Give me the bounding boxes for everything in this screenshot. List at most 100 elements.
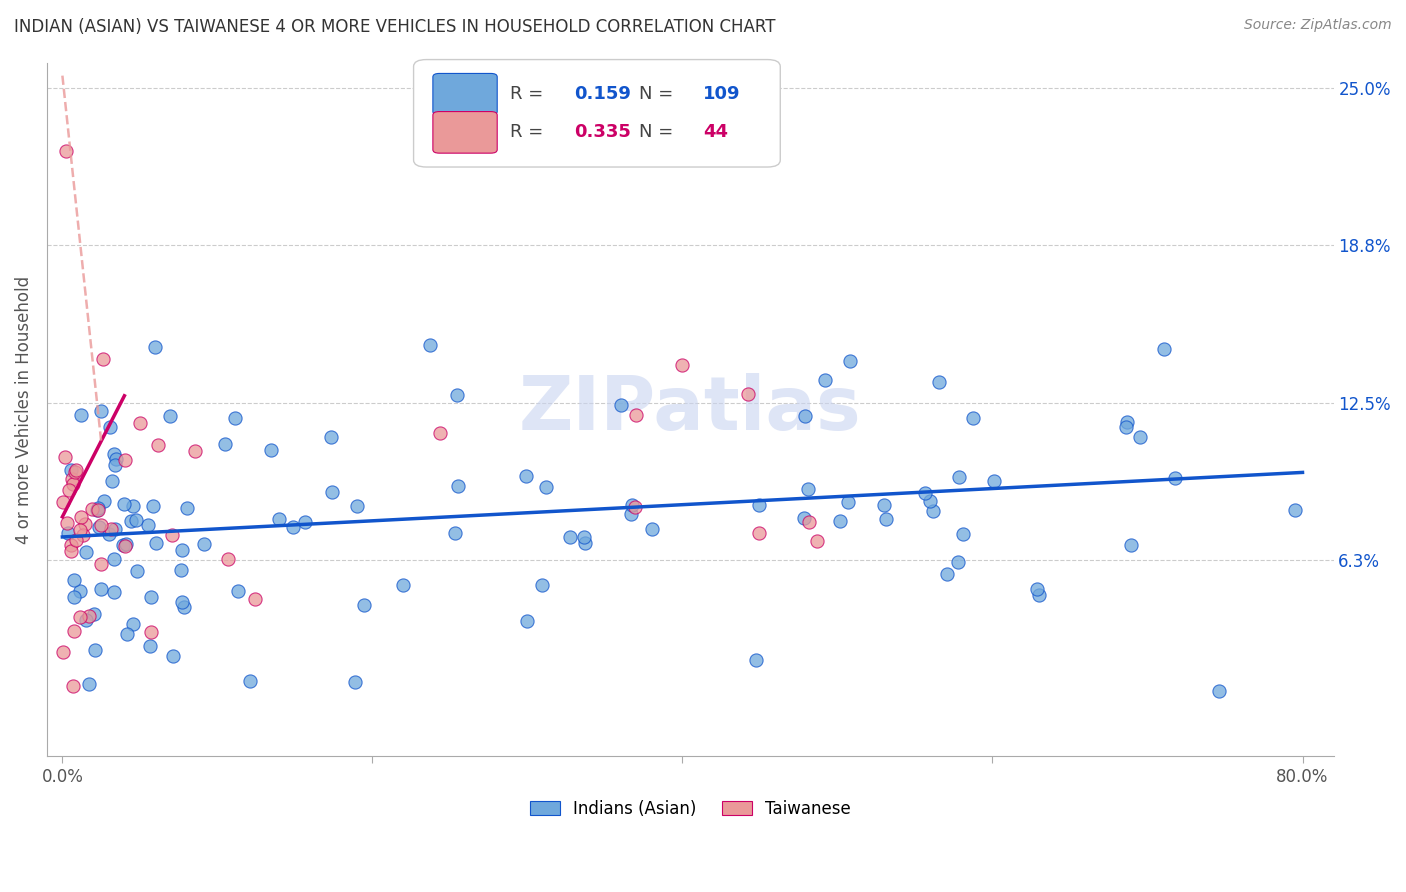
Point [69, 510, 91, 524]
Point [793, 511, 815, 525]
Point [103, 552, 125, 566]
Point [1284, 503, 1306, 517]
Point [60, 463, 83, 477]
Point [90, 403, 112, 417]
Point [748, 498, 770, 512]
Text: 0.335: 0.335 [575, 123, 631, 141]
Point [114, 453, 136, 467]
Text: Source: ZipAtlas.com: Source: ZipAtlas.com [1244, 18, 1392, 32]
Point [142, 500, 165, 514]
Point [112, 537, 135, 551]
Point [419, 337, 441, 351]
Text: ZIPatlas: ZIPatlas [519, 373, 862, 446]
Point [259, 443, 281, 458]
Point [745, 653, 768, 667]
Point [72, 528, 94, 542]
Point [139, 590, 162, 604]
Point [962, 410, 984, 425]
Point [103, 446, 125, 460]
Point [515, 469, 537, 483]
Point [243, 591, 266, 606]
Point [53, 450, 76, 465]
Point [1163, 471, 1185, 485]
Text: N =: N = [638, 123, 679, 141]
Point [624, 500, 647, 515]
Point [83, 607, 105, 621]
Point [920, 494, 942, 508]
Point [914, 486, 936, 500]
Point [228, 584, 250, 599]
Point [80, 502, 103, 516]
Point [103, 585, 125, 599]
Point [346, 499, 368, 513]
FancyBboxPatch shape [413, 60, 780, 167]
Point [90, 582, 112, 596]
Point [873, 499, 896, 513]
Point [83, 642, 105, 657]
Point [87, 500, 110, 515]
Point [1028, 588, 1050, 602]
Text: 109: 109 [703, 86, 741, 103]
Point [97, 527, 120, 541]
Point [136, 517, 159, 532]
Point [184, 444, 207, 458]
Point [145, 536, 167, 550]
Point [1153, 342, 1175, 356]
Point [797, 482, 820, 496]
Point [69, 609, 91, 624]
Point [922, 504, 945, 518]
Text: INDIAN (ASIAN) VS TAIWANESE 4 OR MORE VEHICLES IN HOUSEHOLD CORRELATION CHART: INDIAN (ASIAN) VS TAIWANESE 4 OR MORE VE… [14, 18, 776, 36]
Point [63, 573, 86, 587]
Point [624, 408, 647, 422]
Point [806, 533, 828, 548]
Point [620, 507, 643, 521]
Point [55, 145, 77, 159]
Point [159, 409, 181, 423]
Point [75, 613, 97, 627]
Point [609, 398, 631, 412]
Point [641, 523, 664, 537]
Point [112, 497, 135, 511]
Point [444, 526, 467, 541]
Point [93, 493, 115, 508]
Point [172, 542, 194, 557]
Point [115, 627, 138, 641]
Point [59, 544, 82, 558]
Point [283, 520, 305, 534]
Point [63, 591, 86, 605]
Point [516, 614, 538, 628]
Point [62, 476, 84, 491]
Point [983, 474, 1005, 488]
Point [928, 375, 950, 389]
Point [139, 625, 162, 640]
Point [169, 563, 191, 577]
Point [830, 514, 852, 528]
Point [77, 677, 100, 691]
Point [1129, 430, 1152, 444]
Point [79, 609, 101, 624]
Point [838, 354, 860, 368]
Point [558, 530, 581, 544]
Point [1026, 582, 1049, 596]
Point [392, 577, 415, 591]
FancyBboxPatch shape [433, 73, 498, 115]
Text: N =: N = [638, 86, 679, 103]
Point [122, 617, 145, 632]
Point [193, 537, 215, 551]
Point [1121, 538, 1143, 552]
Point [671, 358, 693, 372]
Y-axis label: 4 or more Vehicles in Household: 4 or more Vehicles in Household [15, 276, 32, 544]
Point [75, 516, 97, 531]
FancyBboxPatch shape [433, 112, 498, 153]
Point [319, 430, 342, 444]
Point [737, 386, 759, 401]
Point [98, 419, 121, 434]
Point [52, 645, 75, 659]
Point [952, 527, 974, 541]
Point [429, 425, 451, 440]
Point [65, 463, 87, 477]
Point [143, 340, 166, 354]
Point [224, 411, 246, 425]
Legend: Indians (Asian), Taiwanese: Indians (Asian), Taiwanese [523, 793, 858, 824]
Point [269, 511, 291, 525]
